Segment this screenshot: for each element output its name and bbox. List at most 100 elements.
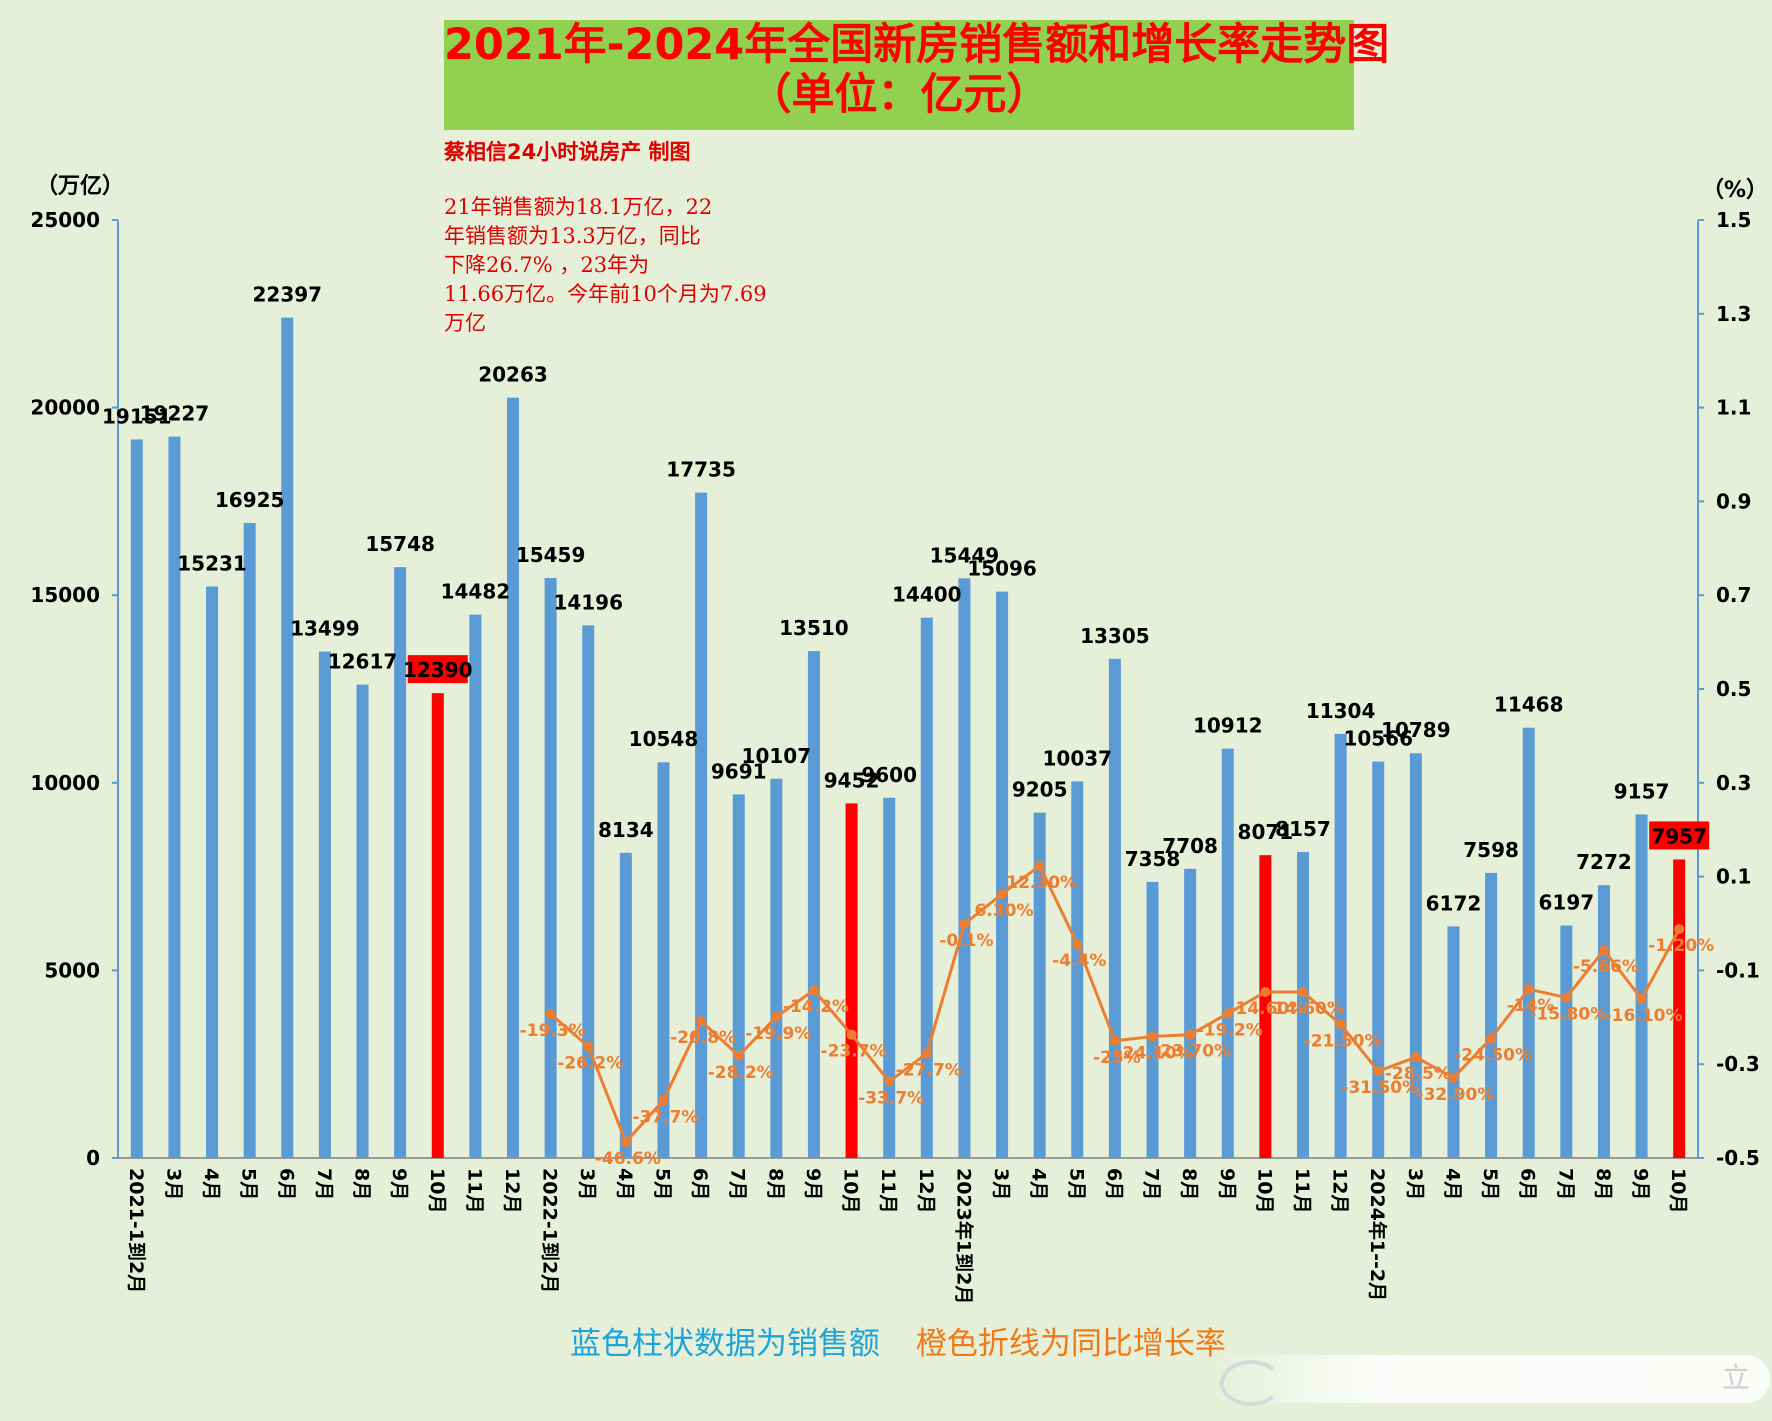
growth-rate-label: -27.7% [896, 1060, 962, 1080]
bar-value-label: 9157 [1614, 779, 1670, 803]
bar-value-label: 7708 [1162, 834, 1218, 858]
note-line: 11.66万亿。今年前10个月为7.69 [444, 282, 767, 306]
growth-rate-label: -14.60% [1266, 999, 1344, 1019]
x-tick-label: 11月 [877, 1168, 899, 1213]
growth-rate-point [733, 1050, 744, 1061]
bar-value-label: 11304 [1306, 699, 1376, 723]
x-tick-label: 3月 [576, 1168, 598, 1200]
x-tick-label: 2024年1--2月 [1366, 1168, 1389, 1301]
x-tick-label: 8月 [764, 1168, 786, 1200]
growth-rate-point [1335, 1019, 1346, 1030]
x-tick-label: 11月 [1291, 1168, 1313, 1213]
maker-credit: 蔡相信24小时说房产 制图 [444, 140, 691, 164]
bar-value-label: 10566 [1343, 727, 1413, 751]
left-tick-label: 25000 [30, 208, 100, 232]
bar-value-label: 20263 [478, 363, 548, 387]
growth-rate-point [808, 985, 819, 996]
bar [168, 436, 181, 1158]
bar [1071, 781, 1084, 1158]
x-tick-label: 6月 [275, 1168, 297, 1200]
x-tick-label: 4月 [1028, 1168, 1050, 1200]
left-tick-label: 15000 [30, 583, 100, 607]
growth-rate-label: -46.6% [595, 1149, 661, 1169]
growth-rate-label: -16.10% [1605, 1006, 1683, 1026]
growth-rate-point [959, 918, 970, 929]
x-tick-label: 4月 [614, 1168, 636, 1200]
bar-value-label: 10548 [629, 727, 699, 751]
x-tick-label: 2022-1到2月 [539, 1168, 561, 1293]
bar-value-label: 16925 [215, 488, 285, 512]
x-tick-label: 10月 [1253, 1168, 1275, 1213]
bar-value-label: 10037 [1042, 746, 1112, 770]
growth-rate-point [696, 1016, 707, 1027]
bar [1297, 851, 1309, 1158]
bar [657, 762, 670, 1158]
bar-value-label: 8157 [1275, 817, 1331, 841]
growth-rate-point [921, 1048, 932, 1059]
growth-rate-label: -0.1% [939, 931, 993, 951]
bar-value-label: 10107 [742, 744, 812, 768]
growth-rate-label: -14% [1507, 996, 1555, 1016]
growth-rate-label: -33.7% [858, 1089, 924, 1109]
growth-rate-label: -15.80% [1529, 1005, 1607, 1025]
left-axis-unit: （万亿） [36, 174, 125, 199]
growth-rate-point [1222, 1008, 1233, 1019]
legend-caption: 蓝色柱状数据为销售额 橙色折线为同比增长率 [570, 1318, 1226, 1363]
chart-title-box: 2021年-2024年全国新房销售额和增长率走势图 （单位：亿元） [444, 20, 1389, 130]
right-tick-label: 0.5 [1716, 677, 1751, 701]
growth-rate-point [1410, 1052, 1421, 1063]
left-tick-label: 10000 [30, 771, 100, 795]
x-tick-label: 5月 [1479, 1168, 1501, 1200]
growth-rate-label: -19.3% [520, 1021, 586, 1041]
x-tick-label: 9月 [1216, 1168, 1238, 1200]
bar-value-label: 14196 [553, 590, 623, 614]
right-tick-label: -0.1 [1716, 958, 1760, 982]
x-tick-label: 6月 [1103, 1168, 1125, 1200]
bar [243, 522, 256, 1158]
bar-value-label: 8071 [1238, 820, 1294, 844]
growth-rate-point [1034, 860, 1045, 871]
x-tick-label: 3月 [162, 1168, 184, 1200]
growth-rate-label: -21.50% [1304, 1031, 1382, 1051]
growth-rate-label: -19.2% [1197, 1021, 1263, 1041]
right-tick-label: 1.3 [1716, 302, 1751, 326]
bar-value-label: 19227 [140, 402, 210, 426]
x-tick-label: 12月 [501, 1168, 523, 1213]
bar-value-label: 8134 [598, 818, 654, 842]
bar [770, 778, 783, 1158]
bar-value-label: 13510 [779, 616, 849, 640]
bar-value-label: 17735 [666, 458, 736, 482]
growth-rate-point [1147, 1031, 1158, 1042]
bar [356, 684, 369, 1158]
x-tick-label: 7月 [727, 1168, 749, 1200]
bar-value-label: 19151 [102, 404, 172, 428]
x-tick-label: 5月 [651, 1168, 673, 1200]
x-tick-label: 12月 [915, 1168, 937, 1213]
bar [318, 651, 331, 1158]
x-tick-label: 4月 [200, 1168, 222, 1200]
growth-rate-label: -20.8% [670, 1028, 736, 1048]
bar [544, 577, 557, 1158]
right-tick-label: -0.5 [1716, 1146, 1760, 1170]
bar [732, 794, 745, 1158]
bar-value-label: 13305 [1080, 624, 1150, 648]
x-tick-label: 9月 [1630, 1168, 1652, 1200]
bar [394, 567, 407, 1158]
x-tick-label: 2023年1到2月 [952, 1168, 975, 1304]
left-tick-label: 0 [86, 1146, 100, 1170]
bar [1033, 812, 1046, 1158]
note-line: 万亿 [444, 311, 486, 335]
watermark-logo-icon [1220, 1360, 1282, 1406]
growth-rate-label: -23.7% [821, 1042, 887, 1062]
growth-rate-point [620, 1137, 631, 1148]
x-tick-label: 9月 [388, 1168, 410, 1200]
bar [1447, 926, 1460, 1158]
growth-rate-point [997, 888, 1008, 899]
growth-rate-point [1109, 1035, 1120, 1046]
bar-value-label: 15459 [516, 543, 586, 567]
bar [582, 625, 595, 1158]
bar-value-label: 14400 [892, 583, 962, 607]
bar [1334, 733, 1347, 1158]
growth-rate-point [1561, 992, 1572, 1003]
